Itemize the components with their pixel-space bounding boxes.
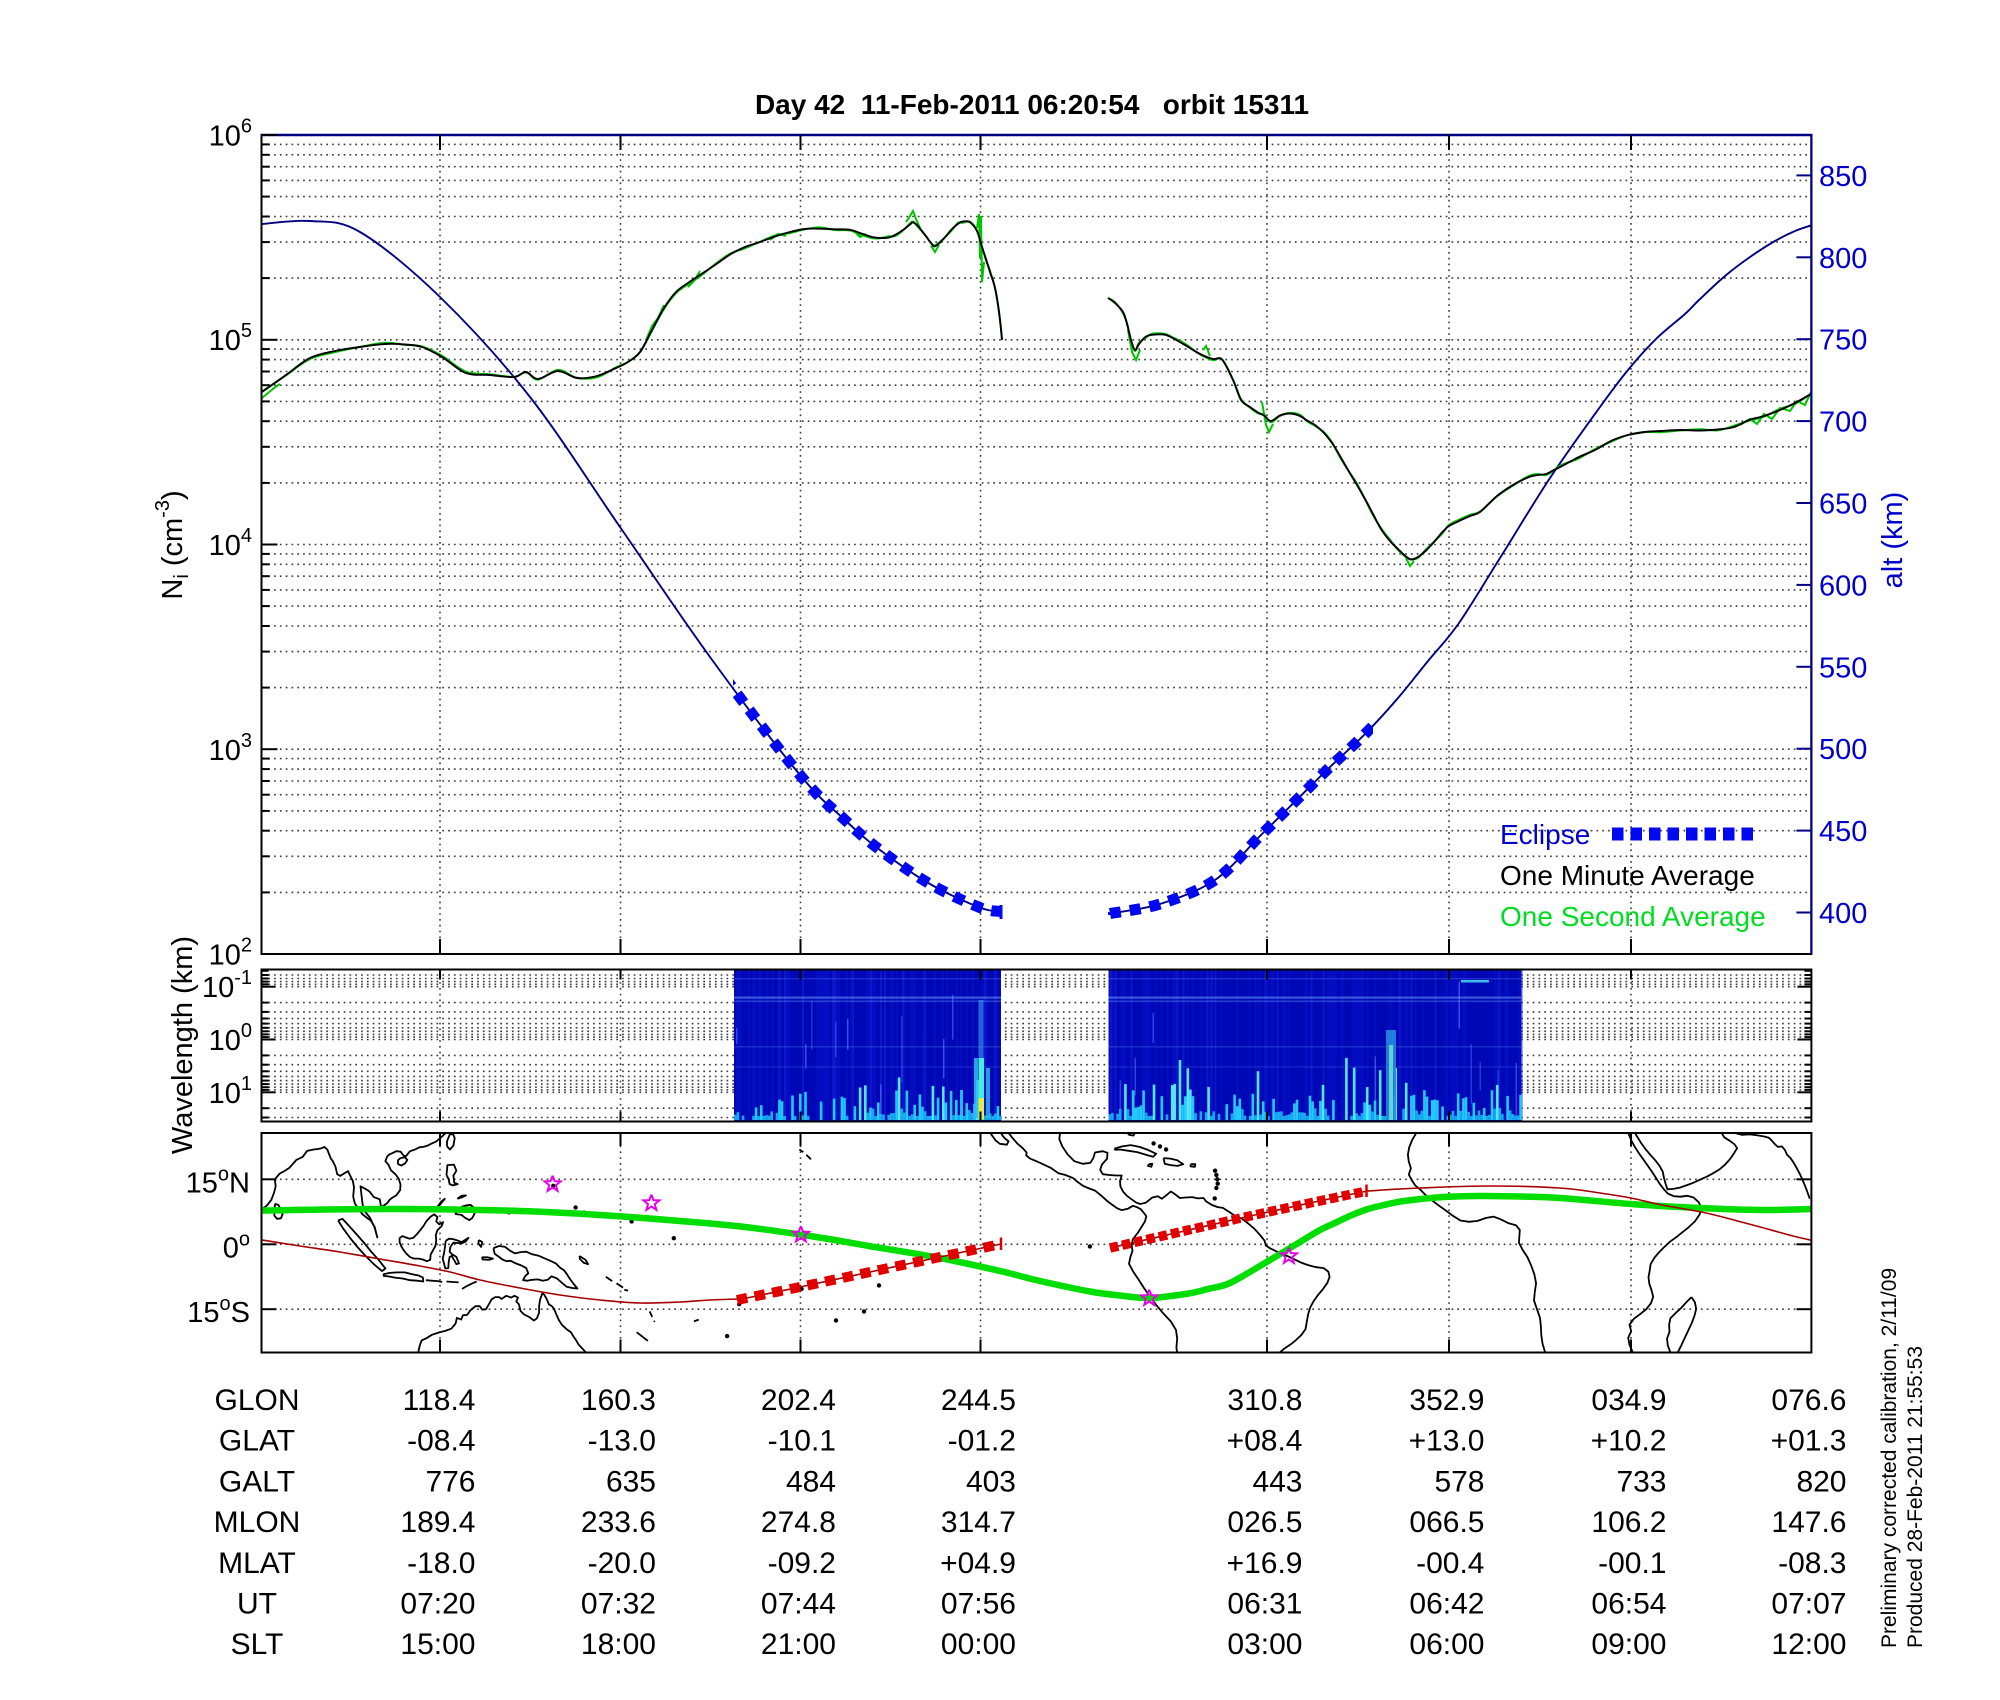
- svg-text:00:00: 00:00: [941, 1628, 1016, 1661]
- svg-text:07:20: 07:20: [400, 1588, 475, 1621]
- svg-text:233.6: 233.6: [581, 1506, 656, 1539]
- svg-text:-00.1: -00.1: [1598, 1547, 1666, 1580]
- svg-text:635: 635: [606, 1465, 656, 1498]
- svg-text:147.6: 147.6: [1771, 1506, 1846, 1539]
- svg-text:18:00: 18:00: [581, 1628, 656, 1661]
- svg-text:800: 800: [1819, 243, 1867, 275]
- svg-text:244.5: 244.5: [941, 1384, 1016, 1417]
- svg-text:07:44: 07:44: [761, 1588, 836, 1621]
- svg-text:21:00: 21:00: [761, 1628, 836, 1661]
- svg-text:403: 403: [966, 1465, 1016, 1498]
- svg-text:+01.3: +01.3: [1771, 1425, 1847, 1458]
- svg-text:106.2: 106.2: [1591, 1506, 1666, 1539]
- svg-text:066.5: 066.5: [1409, 1506, 1484, 1539]
- svg-text:-09.2: -09.2: [768, 1547, 836, 1580]
- svg-text:One Second Average: One Second Average: [1500, 901, 1766, 932]
- svg-text:850: 850: [1819, 161, 1867, 193]
- svg-text:700: 700: [1819, 407, 1867, 439]
- svg-text:650: 650: [1819, 489, 1867, 521]
- svg-text:578: 578: [1434, 1465, 1484, 1498]
- svg-text:600: 600: [1819, 570, 1867, 602]
- svg-text:Wavelength (km): Wavelength (km): [167, 936, 199, 1154]
- svg-text:GALT: GALT: [219, 1465, 295, 1498]
- svg-text:-20.0: -20.0: [588, 1547, 656, 1580]
- svg-text:+16.9: +16.9: [1227, 1547, 1303, 1580]
- svg-text:+10.2: +10.2: [1591, 1425, 1667, 1458]
- svg-text:500: 500: [1819, 734, 1867, 766]
- svg-text:-18.0: -18.0: [407, 1547, 475, 1580]
- svg-text:274.8: 274.8: [761, 1506, 836, 1539]
- svg-text:484: 484: [786, 1465, 836, 1498]
- svg-text:-10.1: -10.1: [768, 1425, 836, 1458]
- svg-text:310.8: 310.8: [1227, 1384, 1302, 1417]
- svg-text:Eclipse: Eclipse: [1500, 819, 1590, 850]
- svg-text:034.9: 034.9: [1591, 1384, 1666, 1417]
- svg-text:820: 820: [1796, 1465, 1846, 1498]
- svg-text:03:00: 03:00: [1227, 1628, 1302, 1661]
- svg-text:06:00: 06:00: [1409, 1628, 1484, 1661]
- svg-text:189.4: 189.4: [400, 1506, 475, 1539]
- svg-text:-00.4: -00.4: [1416, 1547, 1484, 1580]
- svg-text:314.7: 314.7: [941, 1506, 1016, 1539]
- svg-text:07:32: 07:32: [581, 1588, 656, 1621]
- svg-text:450: 450: [1819, 816, 1867, 848]
- svg-text:776: 776: [425, 1465, 475, 1498]
- svg-text:550: 550: [1819, 652, 1867, 684]
- svg-text:750: 750: [1819, 325, 1867, 357]
- svg-text:09:00: 09:00: [1591, 1628, 1666, 1661]
- svg-text:443: 443: [1252, 1465, 1302, 1498]
- svg-text:-13.0: -13.0: [588, 1425, 656, 1458]
- svg-text:+08.4: +08.4: [1227, 1425, 1303, 1458]
- svg-text:733: 733: [1616, 1465, 1666, 1498]
- svg-text:+04.9: +04.9: [940, 1547, 1016, 1580]
- svg-text:15:00: 15:00: [400, 1628, 475, 1661]
- svg-text:06:42: 06:42: [1409, 1588, 1484, 1621]
- svg-text:+13.0: +13.0: [1409, 1425, 1485, 1458]
- svg-text:Preliminary corrected calibrat: Preliminary corrected calibration, 2/11/…: [1878, 1268, 1901, 1648]
- svg-text:GLAT: GLAT: [219, 1425, 295, 1458]
- svg-text:12:00: 12:00: [1771, 1628, 1846, 1661]
- svg-text:GLON: GLON: [214, 1384, 299, 1417]
- svg-text:-01.2: -01.2: [948, 1425, 1016, 1458]
- svg-text:Day 42 11-Feb-2011 06:20:54: Day 42 11-Feb-2011 06:20:54 orbit 15311: [755, 89, 1309, 120]
- svg-text:400: 400: [1819, 898, 1867, 930]
- svg-text:alt (km): alt (km): [1877, 492, 1909, 589]
- svg-text:Produced 28-Feb-2011 21:55:53: Produced 28-Feb-2011 21:55:53: [1904, 1346, 1927, 1648]
- svg-text:One Minute Average: One Minute Average: [1500, 860, 1755, 891]
- svg-text:SLT: SLT: [231, 1628, 284, 1661]
- svg-text:026.5: 026.5: [1227, 1506, 1302, 1539]
- svg-text:352.9: 352.9: [1409, 1384, 1484, 1417]
- svg-text:07:56: 07:56: [941, 1588, 1016, 1621]
- svg-text:15oN: 15oN: [186, 1163, 250, 1199]
- svg-text:UT: UT: [237, 1588, 277, 1621]
- svg-text:06:31: 06:31: [1227, 1588, 1302, 1621]
- svg-text:15oS: 15oS: [187, 1293, 250, 1329]
- svg-text:076.6: 076.6: [1771, 1384, 1846, 1417]
- svg-text:118.4: 118.4: [403, 1384, 476, 1417]
- svg-text:MLON: MLON: [214, 1506, 301, 1539]
- svg-text:-08.3: -08.3: [1778, 1547, 1846, 1580]
- svg-text:-08.4: -08.4: [407, 1425, 475, 1458]
- svg-text:202.4: 202.4: [761, 1384, 836, 1417]
- svg-text:160.3: 160.3: [581, 1384, 656, 1417]
- svg-text:07:07: 07:07: [1771, 1588, 1846, 1621]
- svg-text:MLAT: MLAT: [218, 1547, 296, 1580]
- svg-text:06:54: 06:54: [1591, 1588, 1666, 1621]
